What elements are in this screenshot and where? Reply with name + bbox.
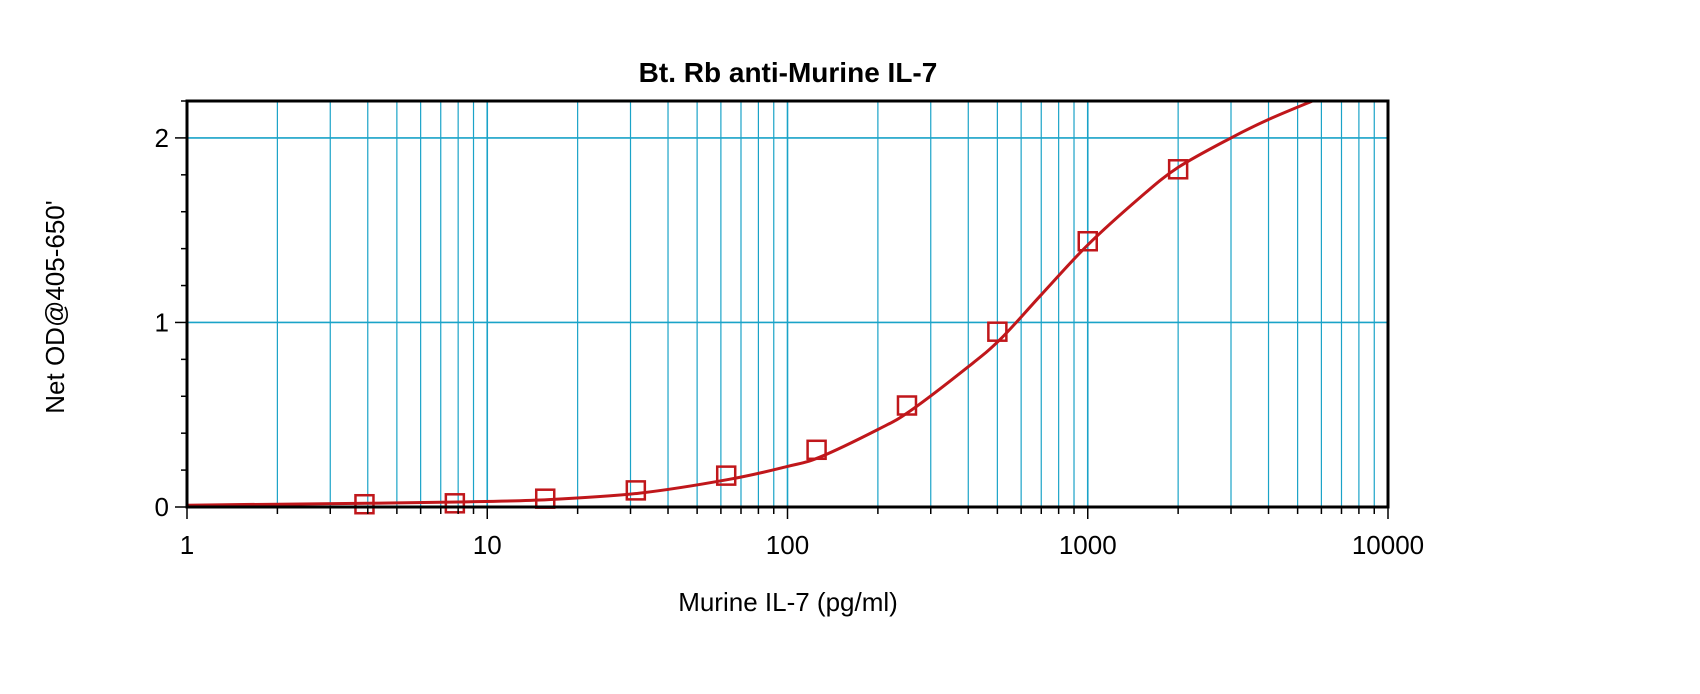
data-point [1167, 159, 1189, 180]
fit-curve-group [186, 99, 1313, 507]
y-axis-label: Net OD@405-650' [40, 200, 70, 413]
data-point [896, 395, 918, 416]
y-tick-label: 2 [155, 123, 169, 153]
y-tick-label: 1 [155, 307, 169, 337]
fit-curve [186, 99, 1313, 507]
chart-title: Bt. Rb anti-Murine IL-7 [639, 57, 938, 88]
data-point [444, 493, 466, 514]
x-tick-label: 10 [473, 530, 502, 560]
x-tick-label: 10000 [1352, 530, 1424, 560]
x-tick-label: 100 [766, 530, 809, 560]
data-point [1077, 231, 1098, 252]
y-tick-label: 0 [155, 492, 169, 522]
grid [187, 101, 1388, 507]
data-points [354, 159, 1189, 515]
x-tick-label: 1000 [1059, 530, 1117, 560]
data-point [987, 321, 1008, 342]
x-tick-label: 1 [180, 530, 194, 560]
data-point [806, 439, 827, 461]
data-point [354, 493, 375, 515]
data-point [625, 480, 647, 501]
x-axis-label: Murine IL-7 (pg/ml) [678, 587, 898, 617]
data-point [715, 465, 737, 486]
